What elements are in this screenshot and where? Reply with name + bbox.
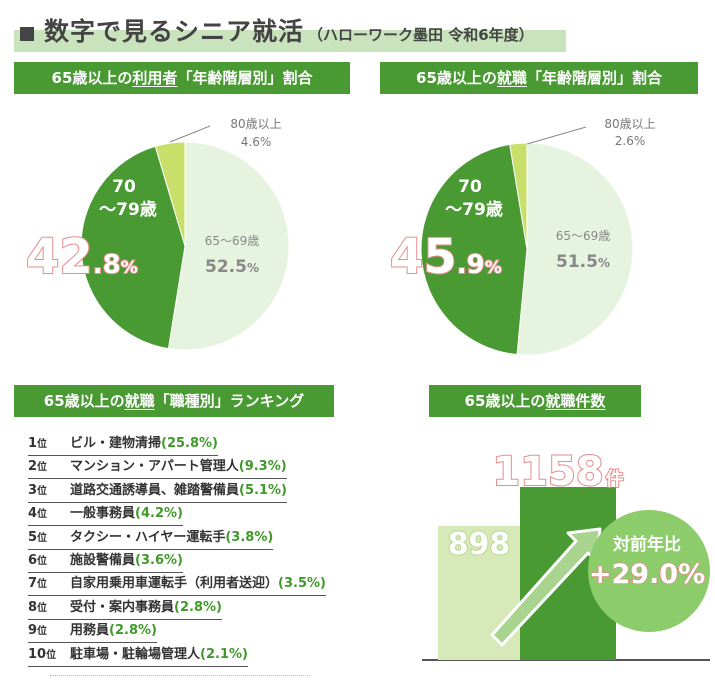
ranking-position: 2位 xyxy=(28,459,48,475)
ranking-percentage: (2.1%) xyxy=(200,646,248,662)
bar-value-label-prev: 898 xyxy=(448,527,511,562)
ranking-row: 9位 用務員(2.8%) xyxy=(28,619,428,644)
ranking-job-name: 駐車場・駐輪場管理人 xyxy=(70,646,201,662)
ranking-item: 9位 用務員(2.8%) xyxy=(28,621,157,644)
ranking-job-name: 用務員 xyxy=(70,623,110,639)
bar-value-label-current: 1158 件 xyxy=(492,449,623,495)
pie-chart-users: 80歳以上 4.6% 70 ～79歳 65～69歳 52.5% 42.8% xyxy=(25,117,290,351)
ranking-job-name: マンション・アパート管理人 xyxy=(70,459,239,475)
ranking-percentage: (3.6%) xyxy=(135,552,183,568)
ranking-row: 6位 施設警備員(3.6%) xyxy=(28,549,428,573)
slice-label-80plus-name: 80歳以上 xyxy=(604,117,655,131)
ranking-position: 3位 xyxy=(28,482,48,498)
ranking-percentage: (5.1%) xyxy=(239,482,287,498)
label-ranking: 65歳以上の就職「職種別」ランキング xyxy=(14,385,334,417)
footnote-rule xyxy=(50,675,310,677)
ranking-percentage: (4.2%) xyxy=(135,506,183,522)
slice-label-70-value: 45.9% xyxy=(390,229,502,285)
ranking-item: 6位 施設警備員(3.6%) xyxy=(28,551,183,573)
ranking-item: 2位 マンション・アパート管理人(9.3%) xyxy=(28,457,287,480)
ranking-position: 8位 xyxy=(28,599,48,615)
ranking-job-name: 道路交通誘導員、雑踏警備員 xyxy=(70,482,240,498)
ranking-row: 1位 ビル・建物清掃(25.8%) xyxy=(28,432,428,456)
ranking-row: 3位 道路交通誘導員、雑踏警備員(5.1%) xyxy=(28,479,428,503)
ranking-position: 1位 xyxy=(28,436,48,451)
ranking-item: 1位 ビル・建物清掃(25.8%) xyxy=(28,434,218,456)
ranking-percentage: (3.5%) xyxy=(278,576,326,592)
ranking-percentage: (25.8%) xyxy=(161,436,218,451)
ranking-item: 5位 タクシー・ハイヤー運転手(3.8%) xyxy=(28,528,274,550)
ranking-job-name: 施設警備員 xyxy=(70,552,136,568)
label-job-count: 65歳以上の就職件数 xyxy=(429,385,641,417)
slice-label-70-name-1: 70 xyxy=(112,177,136,197)
ranking-job-name: 一般事務員 xyxy=(70,506,136,522)
ranking-row: 8位 受付・案内事務員(2.8%) xyxy=(28,596,428,620)
ranking-position: 5位 xyxy=(28,529,48,545)
slice-label-70-name-2: ～79歳 xyxy=(99,199,157,220)
slice-label-70-name-2: ～79歳 xyxy=(445,199,503,220)
bar-chart-job-count: 898 1158 件 対前年比 +29.0% xyxy=(422,448,710,661)
ranking-position: 6位 xyxy=(28,552,48,568)
ranking-list: 1位 ビル・建物清掃(25.8%) 2位 マンション・アパート管理人(9.3%) 3位 道… xyxy=(28,432,428,667)
ranking-item: 7位 自家用乗用車運転手（利用者送迎）(3.5%) xyxy=(28,574,326,597)
slice-label-80plus-name: 80歳以上 xyxy=(230,117,281,131)
ranking-row: 10位 駐車場・駐輪場管理人(2.1%) xyxy=(28,643,428,667)
ranking-job-name: 受付・案内事務員 xyxy=(70,599,175,615)
page-header: 数字で見るシニア就活 （ハローワーク墨田 令和6年度） xyxy=(20,12,534,48)
yoy-value: +29.0% xyxy=(589,559,705,590)
ranking-percentage: (2.8%) xyxy=(174,599,222,615)
ranking-row: 5位 タクシー・ハイヤー運転手(3.8%) xyxy=(28,526,428,550)
pie-slice-65-69 xyxy=(516,142,634,356)
ranking-position: 4位 xyxy=(28,506,48,522)
yoy-badge xyxy=(588,510,710,632)
pie-chart-jobs: 80歳以上 2.6% 70 ～79歳 65～69歳 51.5% 45.9% xyxy=(389,117,656,356)
ranking-item: 8位 受付・案内事務員(2.8%) xyxy=(28,598,222,620)
slice-label-65-name: 65～69歳 xyxy=(556,229,611,243)
ranking-job-name: 自家用乗用車運転手（利用者送迎） xyxy=(70,576,279,592)
page-title: 数字で見るシニア就活 xyxy=(44,17,305,46)
yoy-label: 対前年比 xyxy=(612,534,681,555)
square-bullet-icon xyxy=(20,27,34,41)
ranking-position: 9位 xyxy=(28,623,48,639)
slice-label-80plus-value: 4.6% xyxy=(241,135,272,149)
slice-label-65-value: 51.5% xyxy=(556,252,610,272)
ranking-percentage: (3.8%) xyxy=(225,529,274,545)
slice-label-70-name-1: 70 xyxy=(458,177,482,197)
pie-slice-80plus xyxy=(154,141,186,247)
ranking-row: 4位 一般事務員(4.2%) xyxy=(28,502,428,527)
ranking-position: 10位 xyxy=(28,646,57,662)
slice-label-80plus-value: 2.6% xyxy=(615,134,646,148)
ranking-percentage: (2.8%) xyxy=(109,623,157,639)
slice-label-65-name: 65～69歳 xyxy=(205,234,260,248)
pie-slice-65-69 xyxy=(167,141,290,351)
slice-label-65-value: 52.5% xyxy=(205,257,259,277)
slice-label-70-value: 42.8% xyxy=(26,229,138,285)
ranking-item: 3位 道路交通誘導員、雑踏警備員(5.1%) xyxy=(28,481,287,503)
label-jobs-age: 65歳以上の就職「年齢階層別」割合 xyxy=(380,62,698,94)
ranking-item: 4位 一般事務員(4.2%) xyxy=(28,504,183,527)
leader-line-80plus xyxy=(169,125,211,143)
page-subtitle: （ハローワーク墨田 令和6年度） xyxy=(308,26,534,44)
label-users-age: 65歳以上の利用者「年齢階層別」割合 xyxy=(14,62,350,94)
ranking-position: 7位 xyxy=(28,576,48,592)
ranking-item: 10位 駐車場・駐輪場管理人(2.1%) xyxy=(28,645,248,667)
ranking-row: 7位 自家用乗用車運転手（利用者送迎）(3.5%) xyxy=(28,572,428,597)
ranking-row: 2位 マンション・アパート管理人(9.3%) xyxy=(28,455,428,480)
ranking-job-name: ビル・建物清掃 xyxy=(70,436,162,451)
pie-slice-70-79 xyxy=(80,145,186,350)
leader-line-80plus xyxy=(526,126,587,145)
pie-slice-70-79 xyxy=(420,143,528,356)
header-band xyxy=(14,30,566,52)
pie-slice-80plus xyxy=(509,142,528,250)
ranking-job-name: タクシー・ハイヤー運転手 xyxy=(70,529,226,545)
ranking-percentage: (9.3%) xyxy=(238,459,287,475)
